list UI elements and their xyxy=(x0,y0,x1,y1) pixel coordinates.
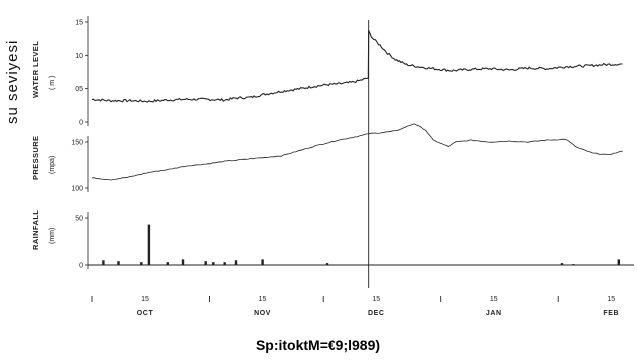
water-level-line xyxy=(91,30,623,103)
x-tick-label: 15 xyxy=(490,296,498,303)
rainfall-bar xyxy=(181,259,185,265)
y-tick-label: 10 xyxy=(75,53,83,60)
figure-caption: Sp:itoktM=€9;l989) xyxy=(256,337,380,353)
rainfall-bar xyxy=(572,264,575,265)
y-tick-label: 100 xyxy=(71,186,83,193)
y-tick-label: 50 xyxy=(75,216,83,223)
rainfall-bar xyxy=(147,224,151,265)
pressure-panel xyxy=(91,123,623,181)
y-tick-label: 0 xyxy=(79,120,83,127)
rainfall-bar xyxy=(166,262,169,265)
rainfall-bar xyxy=(234,260,238,265)
pressure-line xyxy=(91,123,623,181)
rainfall-bar xyxy=(261,259,264,265)
rainfall-bar xyxy=(617,259,620,265)
water-level-axis-label: WATER LEVEL xyxy=(31,41,40,98)
rainfall-axis-label: RAINFALL xyxy=(31,210,40,250)
rainfall-bar xyxy=(102,260,105,265)
rainfall-bar xyxy=(212,262,215,265)
month-label: DEC xyxy=(368,310,385,317)
pressure-unit-label: (mpa) xyxy=(49,156,56,174)
rainfall-bar xyxy=(223,262,226,265)
rainfall-unit-label: (mm) xyxy=(49,228,56,244)
y-tick-label: 0 xyxy=(79,263,83,270)
rainfall-bar xyxy=(140,262,143,265)
x-tick-label: 15 xyxy=(607,296,615,303)
rainfall-bar xyxy=(117,261,120,265)
rainfall-bar xyxy=(204,261,207,265)
y-tick-label: 15 xyxy=(75,20,83,27)
rainfall-bar xyxy=(560,263,564,265)
month-label: JAN xyxy=(486,310,502,317)
month-label: NOV xyxy=(254,310,271,317)
water-level-panel xyxy=(91,30,623,103)
axes: 0 05 10 15 100 150 0 50 xyxy=(71,16,370,288)
rainfall-panel xyxy=(88,224,634,266)
y-tick-label: 150 xyxy=(71,140,83,147)
x-tick-label: 15 xyxy=(141,296,149,303)
x-tick-label: 15 xyxy=(259,296,267,303)
x-tick-label: 15 xyxy=(372,296,380,303)
rainfall-bar xyxy=(325,263,329,265)
overlay-label: su seviyesi xyxy=(4,40,21,124)
y-tick-label: 05 xyxy=(75,86,83,93)
pressure-axis-label: PRESSURE xyxy=(31,136,40,180)
x-axis: 15 15 15 15 15 OCT NOV DEC JAN FEB xyxy=(91,296,619,317)
month-label: FEB xyxy=(603,310,619,317)
water-level-unit-label: ( m ) xyxy=(49,76,56,90)
month-label: OCT xyxy=(137,310,154,317)
